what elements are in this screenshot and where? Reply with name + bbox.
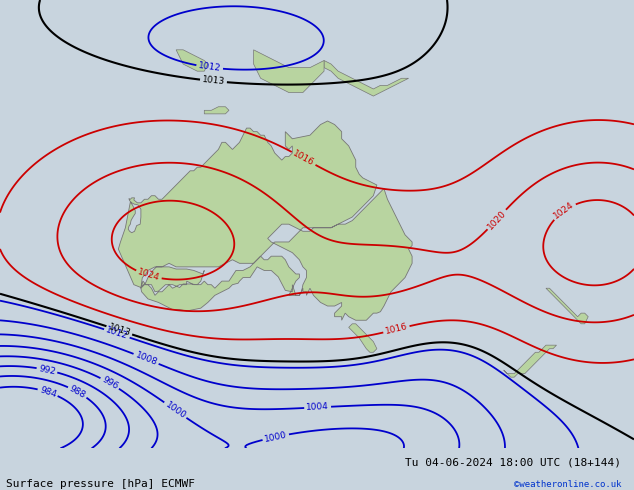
Polygon shape [204,107,229,114]
Text: 1013: 1013 [202,75,225,87]
Polygon shape [254,50,324,93]
Text: 1008: 1008 [134,350,158,368]
Text: 1000: 1000 [264,430,288,444]
Text: 996: 996 [100,375,120,392]
Text: 1013: 1013 [107,322,132,338]
Text: 1024: 1024 [552,200,576,221]
Text: 1020: 1020 [486,208,508,231]
Text: 1016: 1016 [292,149,316,168]
Text: Surface pressure [hPa] ECMWF: Surface pressure [hPa] ECMWF [6,479,195,489]
Text: 1012: 1012 [105,325,129,341]
Polygon shape [503,345,557,377]
Polygon shape [119,121,412,320]
Text: 1000: 1000 [164,400,187,420]
Polygon shape [349,324,377,352]
Text: 988: 988 [68,384,87,400]
Polygon shape [324,60,408,96]
Polygon shape [546,288,588,324]
Text: 1004: 1004 [306,402,329,413]
Text: 1024: 1024 [136,268,161,283]
Text: ©weatheronline.co.uk: ©weatheronline.co.uk [514,480,621,489]
Text: 1016: 1016 [384,322,409,337]
Polygon shape [176,50,208,71]
Text: 992: 992 [37,364,56,376]
Text: 984: 984 [38,385,57,399]
Text: 1012: 1012 [198,61,221,74]
Text: Tu 04-06-2024 18:00 UTC (18+144): Tu 04-06-2024 18:00 UTC (18+144) [405,458,621,468]
